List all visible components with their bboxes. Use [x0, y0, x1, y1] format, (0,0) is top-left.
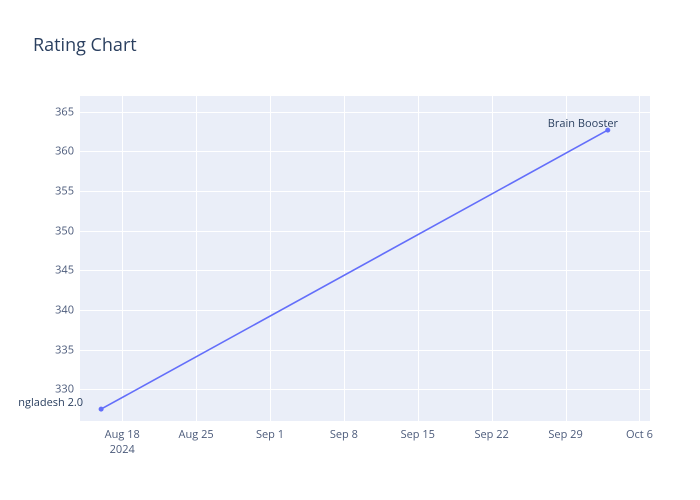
data-point-label: ngladesh 2.0: [18, 395, 83, 410]
data-point-label: Brain Booster: [548, 116, 618, 131]
data-point-marker: [99, 407, 104, 412]
series-line: [101, 130, 608, 409]
series-svg: [0, 0, 700, 500]
